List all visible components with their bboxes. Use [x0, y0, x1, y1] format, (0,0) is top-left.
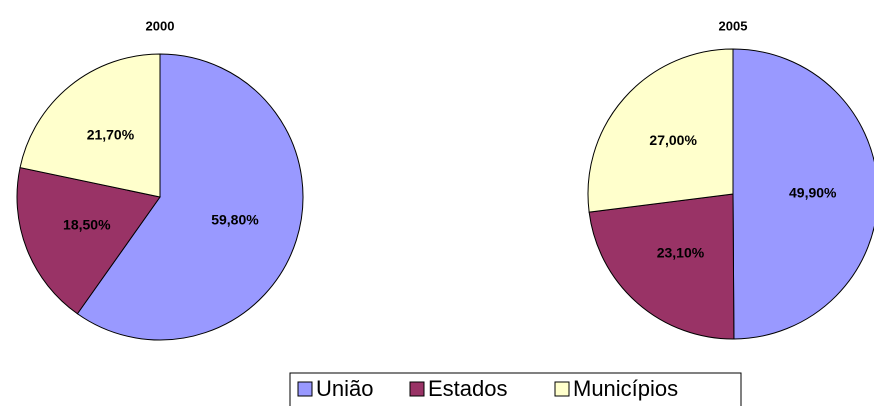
pie-slice: [16, 166, 161, 315]
pie-slice: [587, 48, 734, 213]
pie-slice: [76, 53, 304, 341]
data-label: 27,00%: [649, 132, 697, 148]
legend-box: [289, 372, 742, 406]
data-label: 23,10%: [657, 245, 705, 261]
data-label: 59,80%: [211, 212, 259, 228]
chart-title: 2005: [719, 18, 748, 33]
pie-slice: [19, 53, 161, 198]
chart-title: 2000: [146, 18, 175, 33]
legend-swatch: [554, 381, 570, 397]
data-label: 18,50%: [63, 216, 111, 232]
data-label: 49,90%: [789, 184, 837, 200]
legend-label: União: [316, 376, 373, 401]
pie-slice: [732, 48, 874, 340]
data-label: 21,70%: [87, 127, 135, 143]
legend-label: Municípios: [573, 376, 678, 401]
legend: União Estados Municípios: [297, 376, 678, 401]
legend-swatch: [297, 381, 313, 397]
legend-label: Estados: [428, 376, 508, 401]
pie-slice: [588, 193, 735, 340]
legend-swatch: [409, 381, 425, 397]
